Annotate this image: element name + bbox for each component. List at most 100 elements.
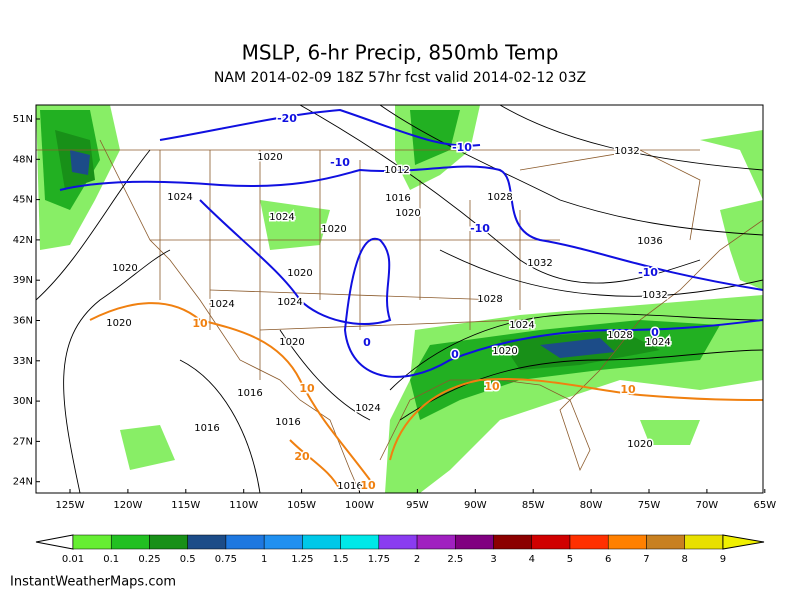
- lon-label: 65W: [753, 500, 776, 511]
- temp-label: 10: [484, 380, 500, 393]
- colorbar-low: [35, 534, 74, 550]
- isobar-label: 1016: [194, 423, 219, 434]
- isobar-label: 1024: [277, 297, 302, 308]
- temp-label: -10: [638, 266, 658, 279]
- lon-label: 80W: [580, 500, 603, 511]
- lon-label: 120W: [113, 500, 142, 511]
- lon-label: 105W: [287, 500, 316, 511]
- lat-label: 51N: [13, 114, 33, 125]
- isobar-label: 1024: [269, 212, 294, 223]
- temp-label: 10: [360, 479, 376, 492]
- temp-label: 20: [294, 450, 310, 463]
- temp-label: -20: [277, 112, 297, 125]
- temp-contours: [59, 108, 763, 491]
- lat-label: 36N: [13, 316, 33, 327]
- isobar-label: 1020: [627, 439, 652, 450]
- lat-label: 45N: [13, 195, 33, 206]
- lat-label: 24N: [13, 477, 33, 488]
- lat-label: 42N: [13, 235, 33, 246]
- colorbar-swatch: [607, 534, 647, 550]
- lat-label: 48N: [13, 154, 33, 165]
- colorbar-label: 1.5: [333, 554, 349, 565]
- colorbar-label: 7: [643, 554, 649, 565]
- map-frame: [35, 104, 764, 494]
- colorbar-label: 2: [414, 554, 420, 565]
- colorbar-label: 6: [605, 554, 611, 565]
- colorbar-label: 4: [529, 554, 535, 565]
- lon-label: 95W: [406, 500, 429, 511]
- colorbar-swatch: [684, 534, 724, 550]
- temp-label: 10: [299, 382, 315, 395]
- temp-label: -10: [452, 141, 472, 154]
- map-area: [36, 105, 763, 493]
- isobar-label: 1020: [321, 224, 346, 235]
- colorbar-label: 0.01: [62, 554, 84, 565]
- map-subtitle: NAM 2014-02-09 18Z 57hr fcst valid 2014-…: [214, 70, 586, 86]
- colorbar-label: 2.5: [447, 554, 463, 565]
- lon-label: 90W: [464, 500, 487, 511]
- credit: InstantWeatherMaps.com: [10, 575, 176, 590]
- colorbar-swatch: [455, 534, 494, 550]
- colorbar-swatch: [416, 534, 456, 550]
- isobar-label: 1028: [477, 294, 502, 305]
- colorbar-swatch: [187, 534, 227, 550]
- isobar-label: 1020: [395, 208, 420, 219]
- temp-label: 10: [620, 383, 636, 396]
- temp-label: -10: [330, 156, 350, 169]
- colorbar-swatch: [378, 534, 418, 550]
- colorbar-swatch: [72, 534, 112, 550]
- isobar-label: 1020: [112, 263, 137, 274]
- lon-label: 115W: [171, 500, 200, 511]
- colorbar-swatch: [569, 534, 609, 550]
- lat-label: 30N: [13, 396, 33, 407]
- isobar-label: 1024: [509, 320, 534, 331]
- isobar-label: 1036: [637, 236, 662, 247]
- isobar-label: 1032: [527, 258, 552, 269]
- isobar-label: 1032: [614, 146, 639, 157]
- colorbar-swatch: [531, 534, 571, 550]
- isobar-label: 1020: [257, 152, 282, 163]
- colorbar-label: 0.5: [180, 554, 196, 565]
- colorbar-label: 1.25: [291, 554, 313, 565]
- colorbar-label: 3: [490, 554, 496, 565]
- isobar-label: 1016: [337, 481, 362, 492]
- colorbar-label: 1.75: [368, 554, 390, 565]
- temp-label: 0: [651, 326, 659, 339]
- lon-label: 100W: [345, 500, 374, 511]
- isobars: [36, 105, 763, 493]
- isobar-label: 1024: [355, 403, 380, 414]
- colorbar-swatch: [646, 534, 685, 550]
- temp-label: 0: [451, 348, 459, 361]
- colorbar-label: 0.1: [103, 554, 119, 565]
- colorbar-swatch: [302, 534, 341, 550]
- isobar-label: 1024: [645, 337, 670, 348]
- lon-label: 75W: [638, 500, 661, 511]
- temp-label: 0: [363, 336, 371, 349]
- isobar-label: 1012: [384, 165, 409, 176]
- colorbar-swatch: [493, 534, 533, 550]
- colorbar-label: 1: [261, 554, 267, 565]
- colorbar-swatch: [110, 534, 150, 550]
- colorbar-label: 8: [681, 554, 687, 565]
- map-title: MSLP, 6-hr Precip, 850mb Temp: [242, 41, 559, 65]
- isobar-label: 1032: [642, 290, 667, 301]
- colorbar-swatch: [340, 534, 380, 550]
- temp-label: 10: [192, 317, 208, 330]
- lat-label: 39N: [13, 275, 33, 286]
- isobar-label: 1016: [385, 193, 410, 204]
- isobar-label: 1020: [106, 318, 131, 329]
- colorbar-swatch: [225, 534, 265, 550]
- lon-label: 110W: [229, 500, 258, 511]
- temp-label: -10: [470, 222, 490, 235]
- isobar-label: 1020: [279, 337, 304, 348]
- isobar-label: 1028: [487, 192, 512, 203]
- colorbar-label: 5: [567, 554, 573, 565]
- lon-label: 70W: [696, 500, 719, 511]
- lon-label: 85W: [522, 500, 545, 511]
- isobar-label: 1024: [167, 192, 192, 203]
- isobar-label: 1016: [237, 388, 262, 399]
- isobar-label: 1020: [492, 346, 517, 357]
- lat-label: 27N: [13, 436, 33, 447]
- colorbar-high: [722, 534, 765, 550]
